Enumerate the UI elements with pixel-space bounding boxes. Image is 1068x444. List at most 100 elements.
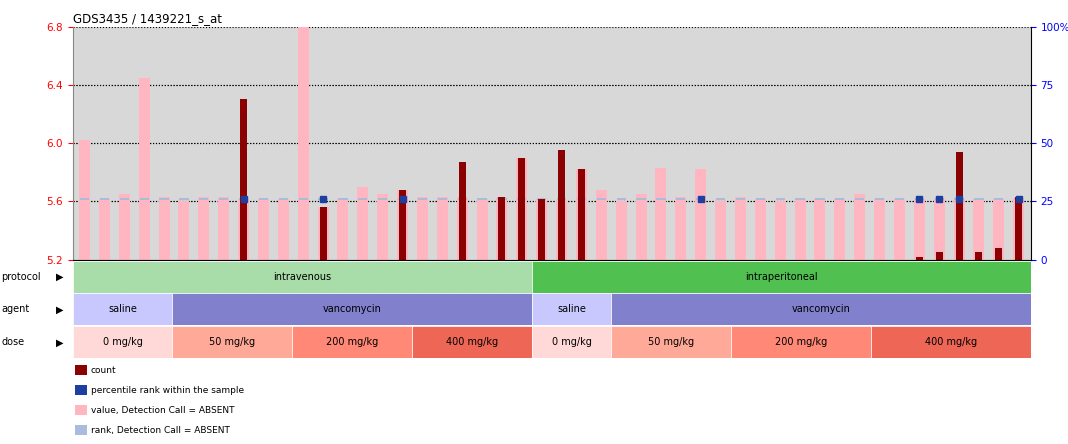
Bar [532,261,1031,293]
Bar [159,198,169,200]
Bar [895,198,905,200]
Bar [339,198,347,200]
Bar [956,152,962,260]
Bar [73,293,172,325]
Bar [616,198,626,200]
Bar [140,198,148,200]
Bar [172,293,532,325]
Bar [457,197,468,260]
Bar [199,198,208,200]
Bar [974,198,984,200]
Bar [875,198,884,200]
Bar [119,194,130,260]
Bar [278,198,288,260]
Bar [377,194,388,260]
Bar [417,197,428,260]
Bar [657,198,665,200]
Bar [477,198,487,200]
Bar [498,198,506,200]
Bar [399,190,406,260]
Bar [656,168,666,260]
Bar [179,198,189,200]
Bar [219,198,229,200]
Bar [258,198,268,200]
Text: 50 mg/kg: 50 mg/kg [648,337,694,347]
Bar [299,198,308,200]
Bar [578,170,585,260]
Text: intravenous: intravenous [273,272,331,281]
Bar [815,198,826,260]
Text: agent: agent [1,305,29,314]
Bar [79,140,90,260]
Bar [412,326,532,358]
Bar [933,198,945,260]
Text: 0 mg/kg: 0 mg/kg [103,337,142,347]
Bar [695,170,706,260]
Text: vancomycin: vancomycin [791,305,850,314]
Bar [517,198,527,200]
Bar [775,198,785,200]
Bar [616,202,627,260]
Bar [378,198,388,200]
Text: 0 mg/kg: 0 mg/kg [552,337,592,347]
Bar [716,202,726,260]
Bar [834,198,845,260]
Text: saline: saline [108,305,137,314]
Bar [499,197,505,260]
Bar [596,190,607,260]
Bar [516,158,528,260]
Bar [139,78,150,260]
Bar [239,198,248,200]
Bar [293,326,412,358]
Bar [1014,198,1023,200]
Bar [532,293,612,325]
Bar [870,326,1031,358]
Text: vancomycin: vancomycin [323,305,381,314]
Text: rank, Detection Call = ABSENT: rank, Detection Call = ABSENT [91,426,230,435]
Text: value, Detection Call = ABSENT: value, Detection Call = ABSENT [91,406,234,415]
Bar [158,197,170,260]
Bar [637,198,646,200]
Bar [518,158,525,260]
Bar [955,198,963,200]
Text: 50 mg/kg: 50 mg/kg [209,337,255,347]
Text: saline: saline [557,305,586,314]
Bar [894,198,905,260]
Text: ▶: ▶ [56,305,63,314]
Bar [199,197,209,260]
Bar [954,198,964,260]
Bar [973,198,985,260]
Text: intraperitoneal: intraperitoneal [744,272,817,281]
Text: GDS3435 / 1439221_s_at: GDS3435 / 1439221_s_at [73,12,222,25]
Text: 400 mg/kg: 400 mg/kg [445,337,498,347]
Bar [835,198,845,200]
Bar [934,198,944,200]
Bar [476,198,487,260]
Bar [457,198,467,200]
Bar [732,326,871,358]
Bar [995,248,1002,260]
Bar [559,151,565,260]
Bar [172,326,293,358]
Bar [358,187,368,260]
Bar [796,198,804,200]
Bar [716,198,725,200]
Bar [73,261,532,293]
Bar [238,198,249,260]
Bar [279,198,288,200]
Bar [874,198,885,260]
Bar [397,190,408,260]
Bar [577,198,586,200]
Bar [1014,198,1024,260]
Bar [597,198,606,200]
Bar [536,198,547,260]
Bar [735,197,745,260]
Text: 200 mg/kg: 200 mg/kg [775,337,828,347]
Text: dose: dose [1,337,25,347]
Bar [437,197,447,260]
Bar [358,198,367,200]
Bar [538,198,545,260]
Bar [298,27,309,260]
Bar [1016,197,1022,260]
Text: ▶: ▶ [56,272,63,281]
